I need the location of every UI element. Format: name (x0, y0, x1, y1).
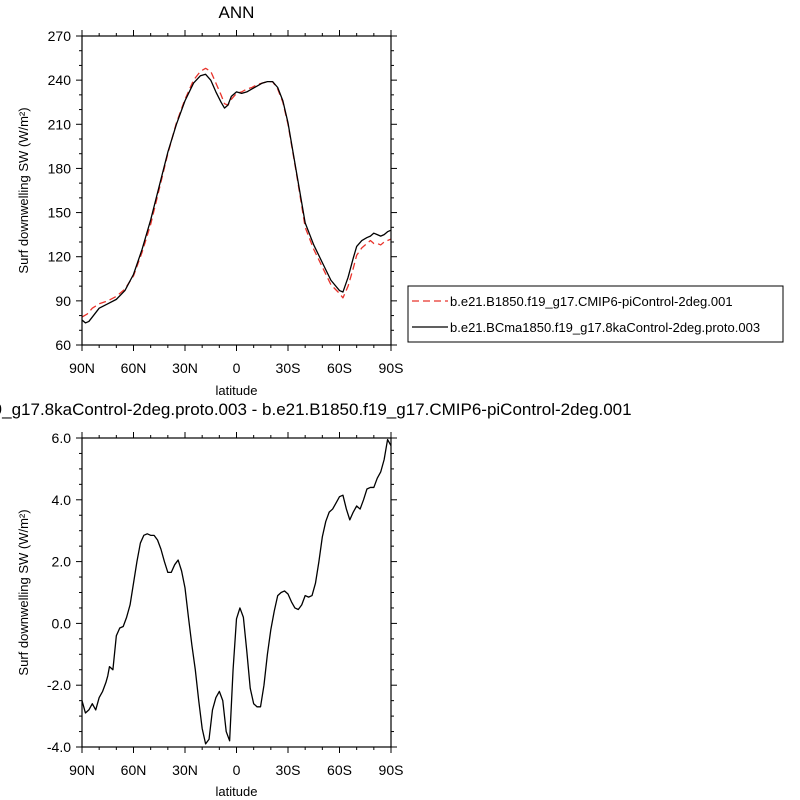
x-tick-label: 60N (121, 762, 147, 778)
plot-frame (81, 437, 392, 748)
y-tick-label: 210 (48, 116, 72, 132)
x-tick-label: 90S (379, 762, 404, 778)
y-tick-label: 6.0 (52, 430, 72, 446)
y-tick-label: -4.0 (47, 739, 71, 755)
x-tick-label: 30S (276, 360, 301, 376)
y-tick-label: -2.0 (47, 677, 71, 693)
x-tick-label: 90S (379, 360, 404, 376)
y-axis-label: Surf downwelling SW (W/m²) (16, 107, 31, 273)
series-line-1 (82, 438, 391, 745)
y-tick-label: 180 (48, 160, 72, 176)
legend-box (407, 285, 784, 343)
y-axis-label: Surf downwelling SW (W/m²) (16, 509, 31, 675)
x-tick-label: 30S (276, 762, 301, 778)
legend-entry-label: b.e21.BCma1850.f19_g17.8kaControl-2deg.p… (450, 320, 760, 335)
x-tick-label: 30N (172, 360, 198, 376)
x-tick-label: 0 (233, 762, 241, 778)
y-tick-label: 90 (55, 293, 71, 309)
y-tick-label: 150 (48, 205, 72, 221)
legend-entry-label: b.e21.B1850.f19_g17.CMIP6-piControl-2deg… (450, 294, 733, 309)
y-tick-label: 60 (55, 337, 71, 353)
chart-panel-2: b.e21.BCma1850.f19_g17.8kaControl-2deg.p… (0, 400, 632, 799)
y-tick-label: 120 (48, 249, 72, 265)
x-axis-label: latitude (216, 784, 258, 799)
series-line-1 (82, 67, 391, 318)
x-axis-label: latitude (216, 383, 258, 398)
chart-title: ANN (219, 3, 255, 22)
x-tick-label: 0 (233, 360, 241, 376)
x-tick-label: 60S (327, 762, 352, 778)
x-tick-label: 30N (172, 762, 198, 778)
y-tick-label: 270 (48, 28, 72, 44)
x-tick-label: 60N (121, 360, 147, 376)
y-tick-label: 2.0 (52, 554, 72, 570)
legend: b.e21.B1850.f19_g17.CMIP6-piControl-2deg… (407, 285, 784, 343)
series-line-2 (82, 73, 391, 324)
chart-panel-1: ANN 90N 60N 30N 0 30S 60S 90S 60 90 120 150 180 210 24… (16, 3, 403, 398)
y-tick-label: 240 (48, 72, 72, 88)
y-tick-label: 4.0 (52, 492, 72, 508)
x-tick-label: 60S (327, 360, 352, 376)
plot-frame (81, 35, 392, 346)
x-tick-label: 90N (69, 360, 95, 376)
y-tick-label: 0.0 (52, 615, 72, 631)
x-tick-label: 90N (69, 762, 95, 778)
chart-title: b.e21.BCma1850.f19_g17.8kaControl-2deg.p… (0, 400, 632, 419)
